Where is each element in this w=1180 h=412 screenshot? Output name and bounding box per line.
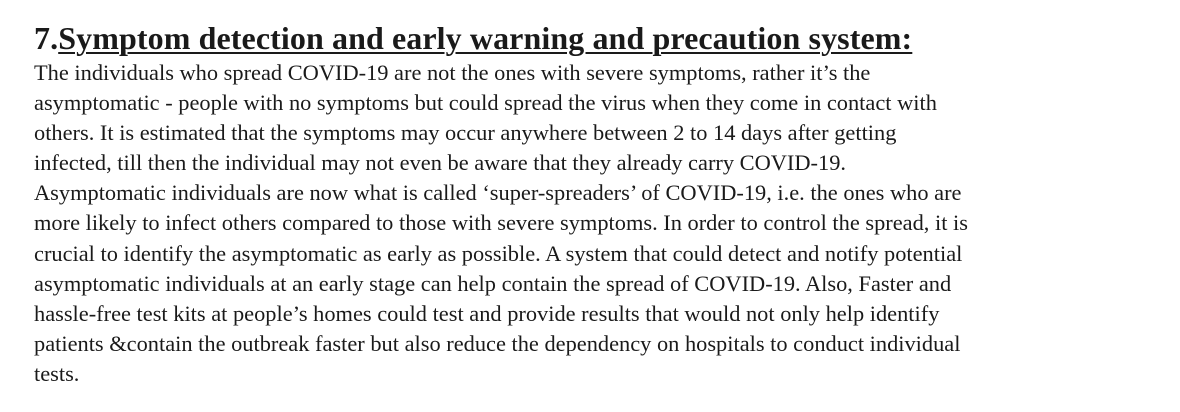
paragraph-line: Asymptomatic individuals are now what is… — [34, 180, 962, 206]
section-title: Symptom detection and early warning and … — [58, 20, 913, 56]
paragraph-line: infected, till then the individual may n… — [34, 150, 846, 176]
paragraph-line: tests. — [34, 360, 80, 386]
paragraph-line: asymptomatic - people with no symptoms b… — [34, 90, 937, 116]
paragraph-line: The individuals who spread COVID-19 are … — [34, 60, 871, 85]
section-paragraph: The individuals who spread COVID-19 are … — [34, 58, 968, 389]
paragraph-line: hassle-free test kits at people’s homes … — [34, 300, 940, 326]
paragraph-line: more likely to infect others compared to… — [34, 210, 968, 236]
section-heading: 7.Symptom detection and early warning an… — [34, 20, 912, 56]
paragraph-line: crucial to identify the asymptomatic as … — [34, 240, 963, 266]
paragraph-line: asymptomatic individuals at an early sta… — [34, 270, 952, 296]
paragraph-line: others. It is estimated that the symptom… — [34, 120, 897, 146]
paragraph-line: patients &contain the outbreak faster bu… — [34, 330, 961, 356]
section-number: 7. — [34, 20, 59, 56]
